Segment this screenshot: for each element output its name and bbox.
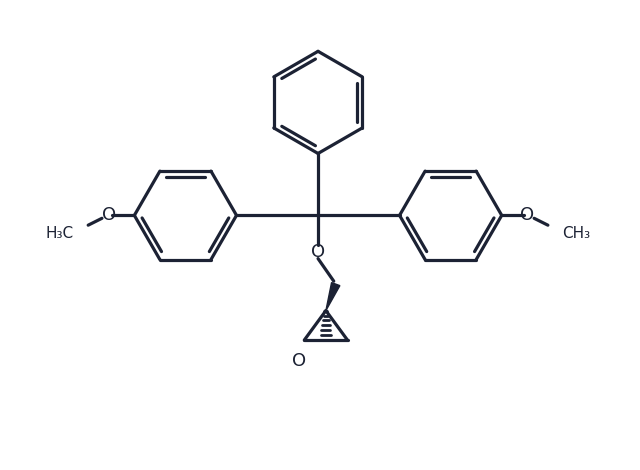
Text: O: O (520, 206, 534, 224)
Text: CH₃: CH₃ (563, 226, 591, 241)
Polygon shape (326, 282, 340, 311)
Text: H₃C: H₃C (45, 226, 74, 241)
Text: O: O (311, 243, 325, 261)
Text: O: O (102, 206, 116, 224)
Text: O: O (292, 352, 307, 370)
